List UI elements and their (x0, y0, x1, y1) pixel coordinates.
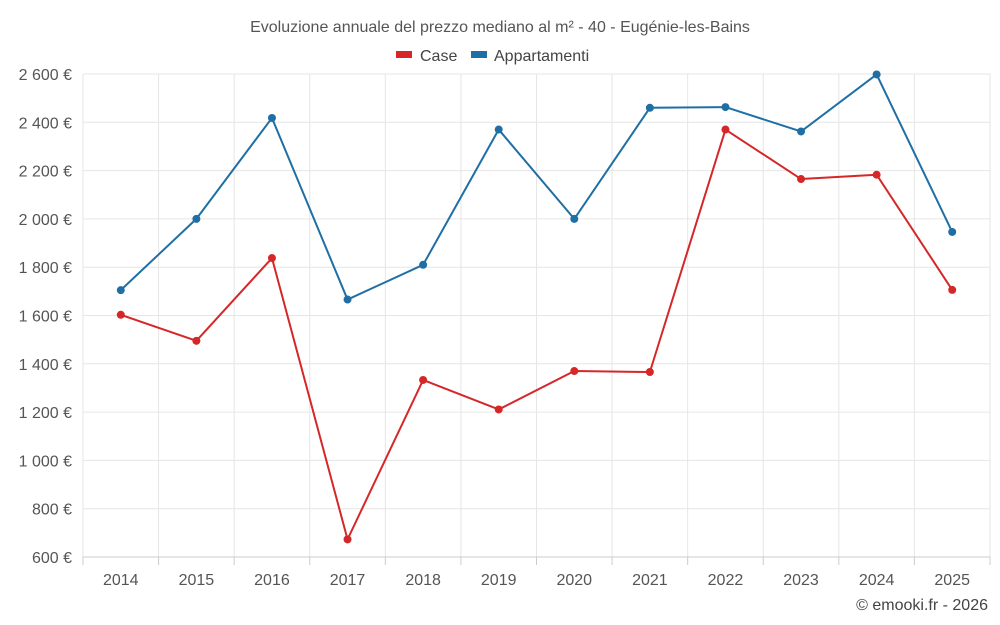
y-tick-label: 2 600 € (19, 67, 72, 84)
y-tick-label: 2 200 € (19, 164, 72, 181)
y-tick-label: 1 600 € (19, 309, 72, 326)
chart-title: Evoluzione annuale del prezzo mediano al… (250, 19, 750, 36)
data-point-appartamenti[interactable] (343, 295, 352, 304)
x-tick-label: 2024 (859, 572, 895, 589)
data-point-appartamenti[interactable] (267, 113, 276, 122)
data-point-case[interactable] (872, 170, 881, 179)
x-tick-label: 2018 (405, 572, 441, 589)
data-point-appartamenti[interactable] (494, 125, 503, 134)
data-point-appartamenti[interactable] (872, 70, 881, 79)
x-tick-label: 2020 (556, 572, 592, 589)
legend-swatch-case (396, 51, 412, 58)
data-point-appartamenti[interactable] (192, 214, 201, 223)
data-point-case[interactable] (721, 125, 730, 134)
x-tick-label: 2022 (708, 572, 744, 589)
y-tick-label: 1 200 € (19, 405, 72, 422)
x-tick-label: 2021 (632, 572, 668, 589)
data-point-case[interactable] (645, 368, 654, 377)
y-tick-label: 2 000 € (19, 212, 72, 229)
data-point-appartamenti[interactable] (116, 286, 125, 295)
legend: Case Appartamenti (396, 48, 589, 65)
data-point-case[interactable] (343, 535, 352, 544)
x-tick-label: 2023 (783, 572, 819, 589)
y-tick-label: 1 800 € (19, 260, 72, 277)
data-point-appartamenti[interactable] (419, 260, 428, 269)
legend-label-appartamenti[interactable]: Appartamenti (494, 48, 589, 65)
data-point-case[interactable] (419, 375, 428, 384)
x-tick-label: 2017 (330, 572, 366, 589)
data-point-appartamenti[interactable] (570, 214, 579, 223)
y-tick-label: 600 € (32, 550, 72, 567)
data-point-appartamenti[interactable] (797, 127, 806, 136)
x-tick-label: 2015 (179, 572, 215, 589)
y-tick-label: 2 400 € (19, 115, 72, 132)
legend-label-case[interactable]: Case (420, 48, 457, 65)
series-line-appartamenti (120, 73, 954, 301)
x-tick-label: 2016 (254, 572, 290, 589)
x-axis-ticks: 2014 2015 2016 2017 2018 2019 2020 2021 2022 2023… (82, 557, 991, 589)
x-gridlines (82, 74, 991, 557)
data-point-appartamenti[interactable] (721, 103, 730, 112)
y-tick-label: 1 000 € (19, 453, 72, 470)
x-tick-label: 2014 (103, 572, 139, 589)
data-point-case[interactable] (570, 367, 579, 376)
data-point-case[interactable] (494, 405, 503, 414)
credit-text: © emooki.fr - 2026 (856, 597, 988, 614)
data-point-case[interactable] (192, 336, 201, 345)
x-tick-label: 2019 (481, 572, 517, 589)
data-point-appartamenti[interactable] (948, 227, 957, 236)
series-line-case (120, 128, 954, 541)
data-point-case[interactable] (948, 285, 957, 294)
x-tick-label: 2025 (934, 572, 970, 589)
data-point-case[interactable] (797, 175, 806, 184)
series-layer (116, 70, 957, 544)
data-point-case[interactable] (116, 310, 125, 319)
data-point-appartamenti[interactable] (645, 103, 654, 112)
y-axis-ticks: 600 € 800 € 1 000 € 1 200 € 1 400 € 1 600 € 1 … (19, 67, 72, 567)
data-point-case[interactable] (267, 254, 276, 263)
y-tick-label: 1 400 € (19, 357, 72, 374)
legend-swatch-appartamenti (471, 51, 487, 58)
y-tick-label: 800 € (32, 502, 72, 519)
